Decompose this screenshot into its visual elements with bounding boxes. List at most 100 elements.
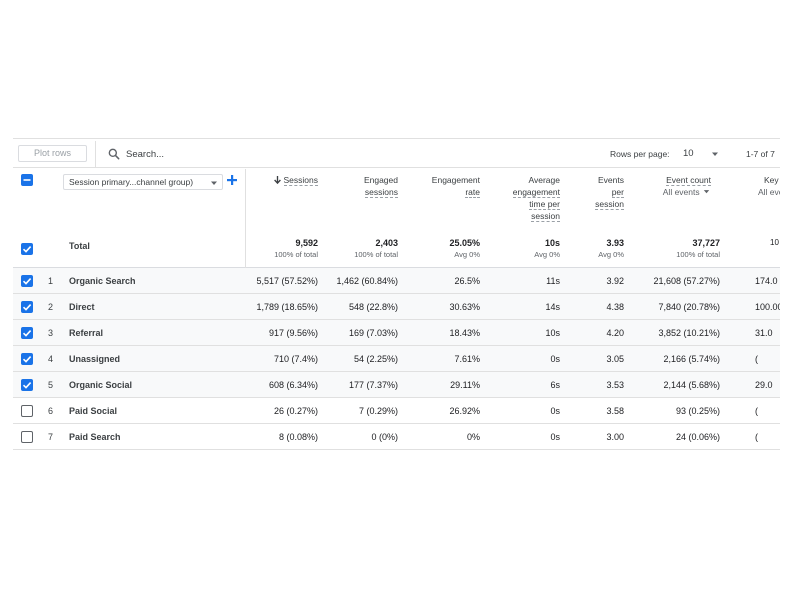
cell-engrate: 29.11%: [450, 380, 480, 390]
rows-per-page-value: 10: [683, 148, 694, 159]
cell-avgtime: 0s: [550, 406, 560, 416]
cell-engrate: 0%: [466, 432, 480, 442]
dimension-selector-label: Session primary...channel group): [69, 177, 194, 187]
cell-key-events: (: [755, 406, 758, 416]
total-eventcount: 37,727 100% of total: [676, 237, 720, 261]
header-engaged-sessions[interactable]: Engaged sessions: [364, 174, 398, 198]
search-input[interactable]: [126, 145, 286, 163]
total-row-checkbox[interactable]: [21, 243, 33, 255]
cell-engrate: 18.43%: [449, 328, 480, 338]
header-eventcount-line1: Event count: [666, 175, 711, 186]
header-engrate-line1: Engagement: [431, 175, 480, 185]
header-key-line1: Key: [764, 175, 779, 185]
search-icon[interactable]: [107, 147, 121, 161]
header-engagement-rate[interactable]: Engagement rate: [432, 174, 480, 198]
event-filter-select[interactable]: All events: [663, 186, 711, 198]
total-avgtime-sub: Avg 0%: [534, 250, 560, 259]
total-key-value: 10: [770, 238, 779, 247]
header-events-per-session[interactable]: Events per session: [595, 174, 624, 210]
total-engaged-sub: 100% of total: [354, 250, 398, 259]
table-row[interactable]: 3 Referral 917 (9.56%) 169 (7.03%) 18.43% 10s…: [13, 320, 780, 346]
header-key-line2: All eve: [758, 187, 780, 197]
header-avg-line2: engagement: [512, 187, 560, 198]
cell-eventcount: 2,166 (5.74%): [663, 354, 720, 364]
total-events-value: 3.93: [606, 238, 624, 248]
rows-per-page-select[interactable]: 10: [682, 146, 724, 162]
table-row[interactable]: 1 Organic Search 5,517 (57.52%) 1,462 (60.8…: [13, 268, 780, 294]
header-sessions[interactable]: Sessions: [273, 174, 318, 186]
total-eventcount-sub: 100% of total: [676, 250, 720, 259]
table-toolbar: Plot rows Rows per page: 10 1-7 of 7: [13, 138, 780, 168]
total-engrate-value: 25.05%: [449, 238, 480, 248]
channel-name: Unassigned: [69, 354, 121, 364]
cell-sessions: 8 (0.08%): [278, 432, 318, 442]
cell-events: 3.53: [606, 380, 624, 390]
cell-engrate: 26.5%: [454, 276, 480, 286]
row-index: 7: [48, 432, 54, 442]
header-avg-line3: time per: [529, 199, 560, 210]
cell-eventcount: 21,608 (57.27%): [653, 276, 720, 286]
total-label: Total: [69, 241, 90, 251]
total-eventcount-value: 37,727: [692, 238, 720, 248]
header-engaged-line1: Engaged: [363, 175, 398, 185]
cell-events: 3.00: [606, 432, 624, 442]
table-header: Session primary...channel group) Session…: [13, 169, 780, 268]
row-index: 4: [48, 354, 54, 364]
total-avgtime-value: 10s: [544, 238, 560, 248]
cell-sessions: 917 (9.56%): [268, 328, 318, 338]
table-row[interactable]: 6 Paid Social 26 (0.27%) 7 (0.29%) 26.92% 0s 3…: [13, 398, 780, 424]
header-events-line3: session: [595, 199, 624, 210]
header-average-engagement-time[interactable]: Average engagement time per session: [512, 174, 560, 222]
header-eventcount-line2: All events: [662, 187, 700, 197]
plus-icon[interactable]: [225, 173, 239, 187]
channel-name: Paid Search: [69, 432, 121, 442]
row-checkbox[interactable]: [21, 301, 33, 313]
arrow-drop-down-icon: [703, 190, 710, 194]
cell-engrate: 26.92%: [449, 406, 480, 416]
checkbox-checked-icon: [22, 246, 32, 253]
row-checkbox[interactable]: [21, 379, 33, 391]
cell-engaged: 54 (2.25%): [353, 354, 398, 364]
cell-engaged: 0 (0%): [371, 432, 398, 442]
row-checkbox[interactable]: [21, 275, 33, 287]
cell-engrate: 30.63%: [449, 302, 480, 312]
row-checkbox[interactable]: [21, 353, 33, 365]
header-engrate-line2: rate: [465, 187, 480, 198]
total-events-sub: Avg 0%: [598, 250, 624, 259]
header-event-count[interactable]: Event count All events: [663, 174, 711, 198]
total-sessions-sub: 100% of total: [274, 250, 318, 259]
header-sessions-label: Sessions: [283, 175, 318, 186]
total-engrate-sub: Avg 0%: [454, 250, 480, 259]
cell-avgtime: 0s: [550, 354, 560, 364]
select-all-checkbox[interactable]: [21, 174, 33, 186]
report-table-card: Plot rows Rows per page: 10 1-7 of 7 Ses…: [13, 138, 780, 450]
channel-name: Referral: [69, 328, 104, 338]
column-divider: [245, 169, 246, 268]
row-checkbox[interactable]: [21, 431, 33, 443]
cell-eventcount: 7,840 (20.78%): [658, 302, 720, 312]
row-checkbox[interactable]: [21, 405, 33, 417]
cell-events: 3.05: [606, 354, 624, 364]
cell-events: 3.58: [606, 406, 624, 416]
cell-engaged: 548 (22.8%): [348, 302, 398, 312]
header-key-events[interactable]: Key All eve: [758, 174, 780, 198]
row-checkbox[interactable]: [21, 327, 33, 339]
row-index: 6: [48, 406, 54, 416]
arrow-down-icon: [273, 175, 281, 185]
channel-name: Organic Search: [69, 276, 136, 286]
rows-per-page-label: Rows per page:: [610, 149, 670, 159]
cell-sessions: 5,517 (57.52%): [256, 276, 318, 286]
plot-rows-button[interactable]: Plot rows: [18, 145, 87, 162]
row-index: 1: [48, 276, 54, 286]
dimension-selector[interactable]: Session primary...channel group): [63, 174, 223, 190]
table-row[interactable]: 7 Paid Search 8 (0.08%) 0 (0%) 0% 0s 3.00 24 (0…: [13, 424, 780, 450]
cell-key-events: 100.00: [755, 302, 780, 312]
toolbar-divider: [95, 141, 96, 167]
cell-events: 4.38: [606, 302, 624, 312]
cell-avgtime: 11s: [546, 276, 560, 286]
table-row[interactable]: 5 Organic Social 608 (6.34%) 177 (7.37%) 29.…: [13, 372, 780, 398]
cell-engrate: 7.61%: [454, 354, 480, 364]
table-row[interactable]: 4 Unassigned 710 (7.4%) 54 (2.25%) 7.61% 0s 3.…: [13, 346, 780, 372]
header-events-line1: Events: [598, 175, 624, 185]
table-row[interactable]: 2 Direct 1,789 (18.65%) 548 (22.8%) 30.63% 14…: [13, 294, 780, 320]
